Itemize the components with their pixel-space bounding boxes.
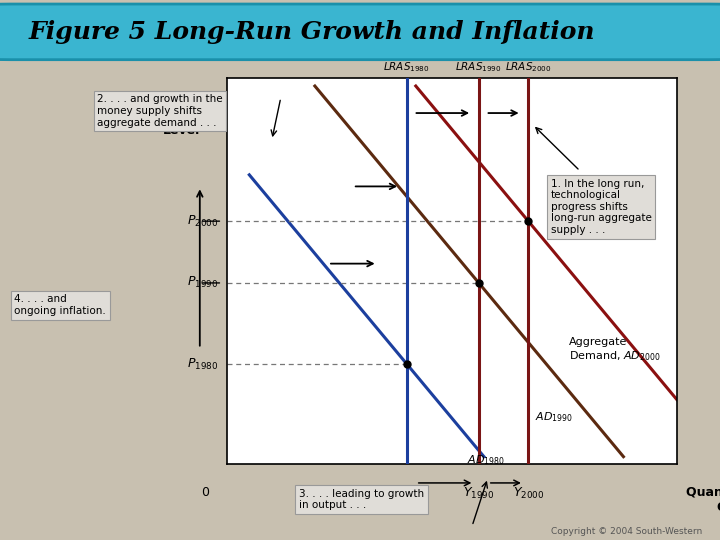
Text: 3. . . . leading to growth
in output . . .: 3. . . . leading to growth in output . .…: [299, 489, 424, 510]
Text: Quantity of
Output: Quantity of Output: [685, 485, 720, 514]
Text: Copyright © 2004 South-Western: Copyright © 2004 South-Western: [551, 526, 702, 536]
Text: 0: 0: [201, 485, 209, 498]
Text: 2. . . . and growth in the
money supply shifts
aggregate demand . . .: 2. . . . and growth in the money supply …: [97, 94, 222, 127]
Text: $AD_{1990}$: $AD_{1990}$: [535, 410, 573, 424]
Text: Aggregate
Demand, $AD_{2000}$: Aggregate Demand, $AD_{2000}$: [569, 337, 660, 363]
Text: Price
Level: Price Level: [163, 109, 200, 137]
Text: $Y_{1980}$: $Y_{1980}$: [391, 485, 423, 501]
Text: $AD_{1980}$: $AD_{1980}$: [467, 453, 505, 467]
Text: Figure 5 Long-Run Growth and Inflation: Figure 5 Long-Run Growth and Inflation: [28, 20, 595, 44]
FancyBboxPatch shape: [0, 4, 720, 60]
Text: $P_{1980}$: $P_{1980}$: [186, 356, 218, 372]
Text: $LRAS_{2000}$: $LRAS_{2000}$: [505, 60, 552, 75]
Text: $Y_{1990}$: $Y_{1990}$: [463, 485, 495, 501]
Text: 1. In the long run,
technological
progress shifts
long-run aggregate
supply . . : 1. In the long run, technological progre…: [551, 179, 652, 235]
Text: $P_{1990}$: $P_{1990}$: [186, 275, 218, 291]
Text: $Y_{2000}$: $Y_{2000}$: [513, 485, 544, 501]
Text: $LRAS_{1990}$: $LRAS_{1990}$: [456, 60, 502, 75]
Text: 4. . . . and
ongoing inflation.: 4. . . . and ongoing inflation.: [14, 294, 106, 316]
Text: $LRAS_{1980}$: $LRAS_{1980}$: [384, 60, 430, 75]
Text: $P_{2000}$: $P_{2000}$: [186, 214, 218, 229]
